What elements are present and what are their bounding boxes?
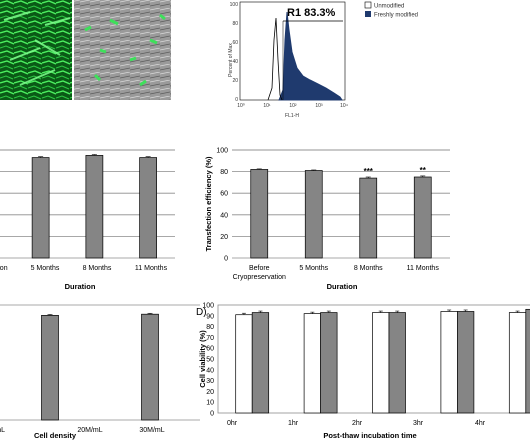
x-category-label: 5 Months xyxy=(299,265,328,272)
fluorescence-micrograph xyxy=(0,0,72,100)
legend-label-freshly-modified: Freshly modified xyxy=(374,13,418,19)
y-tick-label: 20 xyxy=(220,234,228,241)
x-category-label: Cryopreservation xyxy=(233,274,286,281)
y-tick-label: 60 xyxy=(220,191,228,198)
gate-label: R1 83.3% xyxy=(287,7,336,19)
x-category-label: Before xyxy=(249,265,270,272)
bar xyxy=(320,312,338,414)
bar xyxy=(250,169,269,259)
x-category-label: 8 Months xyxy=(83,265,112,272)
x-category-label: 11 Months xyxy=(407,265,440,272)
bar xyxy=(440,311,458,414)
x-category-label: 2hr xyxy=(352,420,363,427)
y-tick-label: 100 xyxy=(216,148,228,155)
y-tick-label: 10 xyxy=(206,400,214,407)
x-category-label: 11 Months xyxy=(135,265,168,272)
y-tick-label: 50 xyxy=(206,357,214,364)
svg-text:20: 20 xyxy=(232,78,238,84)
histogram-freshly-modified xyxy=(278,11,343,101)
svg-text:80: 80 xyxy=(232,21,238,27)
y-tick-label: 70 xyxy=(206,335,214,342)
y-tick-label: 80 xyxy=(220,169,228,176)
chart-cell-density: mL 20M/mL 30M/mL Cell density xyxy=(0,304,200,440)
chart-cell-viability: 0 10 20 30 40 50 60 70 80 90 100 0hr 1hr 2hr 3hr 4hr Pos… xyxy=(196,303,530,440)
svg-text:10²: 10² xyxy=(289,103,297,109)
legend-swatch-unmodified xyxy=(364,1,372,9)
y-tick-label: 30 xyxy=(206,378,214,385)
svg-text:60: 60 xyxy=(232,40,238,46)
y-tick-label: 100 xyxy=(202,303,214,310)
x-category-label: 1hr xyxy=(288,420,299,427)
chart-duration-left: ation 5 Months 8 Months 11 Months Duration xyxy=(0,149,175,291)
y-tick-label: 40 xyxy=(206,367,214,374)
bar xyxy=(251,312,270,414)
y-tick-label: 20 xyxy=(206,389,214,396)
x-axis-title: Cell density xyxy=(34,431,77,440)
phase-contrast-micrograph xyxy=(74,0,171,100)
bar xyxy=(235,314,253,414)
svg-text:10⁰: 10⁰ xyxy=(237,103,245,109)
svg-text:40: 40 xyxy=(232,59,238,65)
x-axis-title: Duration xyxy=(327,282,358,291)
svg-text:100: 100 xyxy=(230,2,239,8)
y-tick-label: 60 xyxy=(206,346,214,353)
y-axis-title: Transfection efficiency (%) xyxy=(204,156,213,252)
x-category-label: 30M/mL xyxy=(139,427,164,434)
x-category-label: 0hr xyxy=(227,420,238,427)
svg-text:10¹: 10¹ xyxy=(263,103,271,109)
x-axis-label: FL1-H xyxy=(285,113,299,119)
x-category-label: 8 Months xyxy=(354,265,383,272)
x-category-label: 5 Months xyxy=(31,265,60,272)
bar xyxy=(413,176,432,259)
bar xyxy=(372,312,390,414)
x-category-label: 20M/mL xyxy=(77,427,102,434)
bar xyxy=(304,170,323,259)
bar xyxy=(457,311,475,414)
y-tick-label: 40 xyxy=(220,212,228,219)
svg-text:10⁴: 10⁴ xyxy=(340,103,348,109)
svg-text:10³: 10³ xyxy=(315,103,323,109)
svg-text:0: 0 xyxy=(235,97,238,103)
significance-marker: *** xyxy=(364,167,374,176)
x-axis-title: Duration xyxy=(65,282,96,291)
histogram-x-ticks: 10⁰ 10¹ 10² 10³ 10⁴ xyxy=(237,103,348,109)
legend-swatch-freshly-modified xyxy=(365,11,371,17)
significance-marker: ** xyxy=(420,166,427,175)
legend-label-unmodified: Unmodified xyxy=(374,4,404,10)
flow-histogram: Percent of Max 100 80 60 40 20 0 R1 83.3… xyxy=(228,1,348,119)
y-axis-label: Percent of Max xyxy=(228,43,234,77)
x-category-label: mL xyxy=(0,427,5,434)
x-category-label: 4hr xyxy=(475,420,486,427)
bar xyxy=(508,312,527,414)
bar xyxy=(303,313,321,414)
histogram-legend: Unmodified Freshly modified xyxy=(364,1,418,19)
y-tick-label: 90 xyxy=(206,313,214,320)
bar xyxy=(525,308,530,414)
histogram-y-ticks: 100 80 60 40 20 0 xyxy=(230,2,239,103)
panel-label: D) xyxy=(196,307,207,318)
bar xyxy=(359,177,378,259)
bar xyxy=(31,157,50,259)
bar xyxy=(41,315,59,421)
y-axis-title: Cell viability (%) xyxy=(198,330,207,388)
y-tick-label: 0 xyxy=(224,256,228,263)
bar xyxy=(141,313,159,421)
y-tick-label: 0 xyxy=(210,411,214,418)
histogram-unmodified xyxy=(267,17,283,101)
x-category-label: ation xyxy=(0,265,8,272)
bar xyxy=(139,157,157,259)
y-tick-label: 80 xyxy=(206,324,214,331)
x-axis-title: Post-thaw incubation time xyxy=(323,431,416,440)
x-category-label: 3hr xyxy=(413,420,424,427)
bar xyxy=(85,155,104,259)
bar xyxy=(388,312,406,414)
